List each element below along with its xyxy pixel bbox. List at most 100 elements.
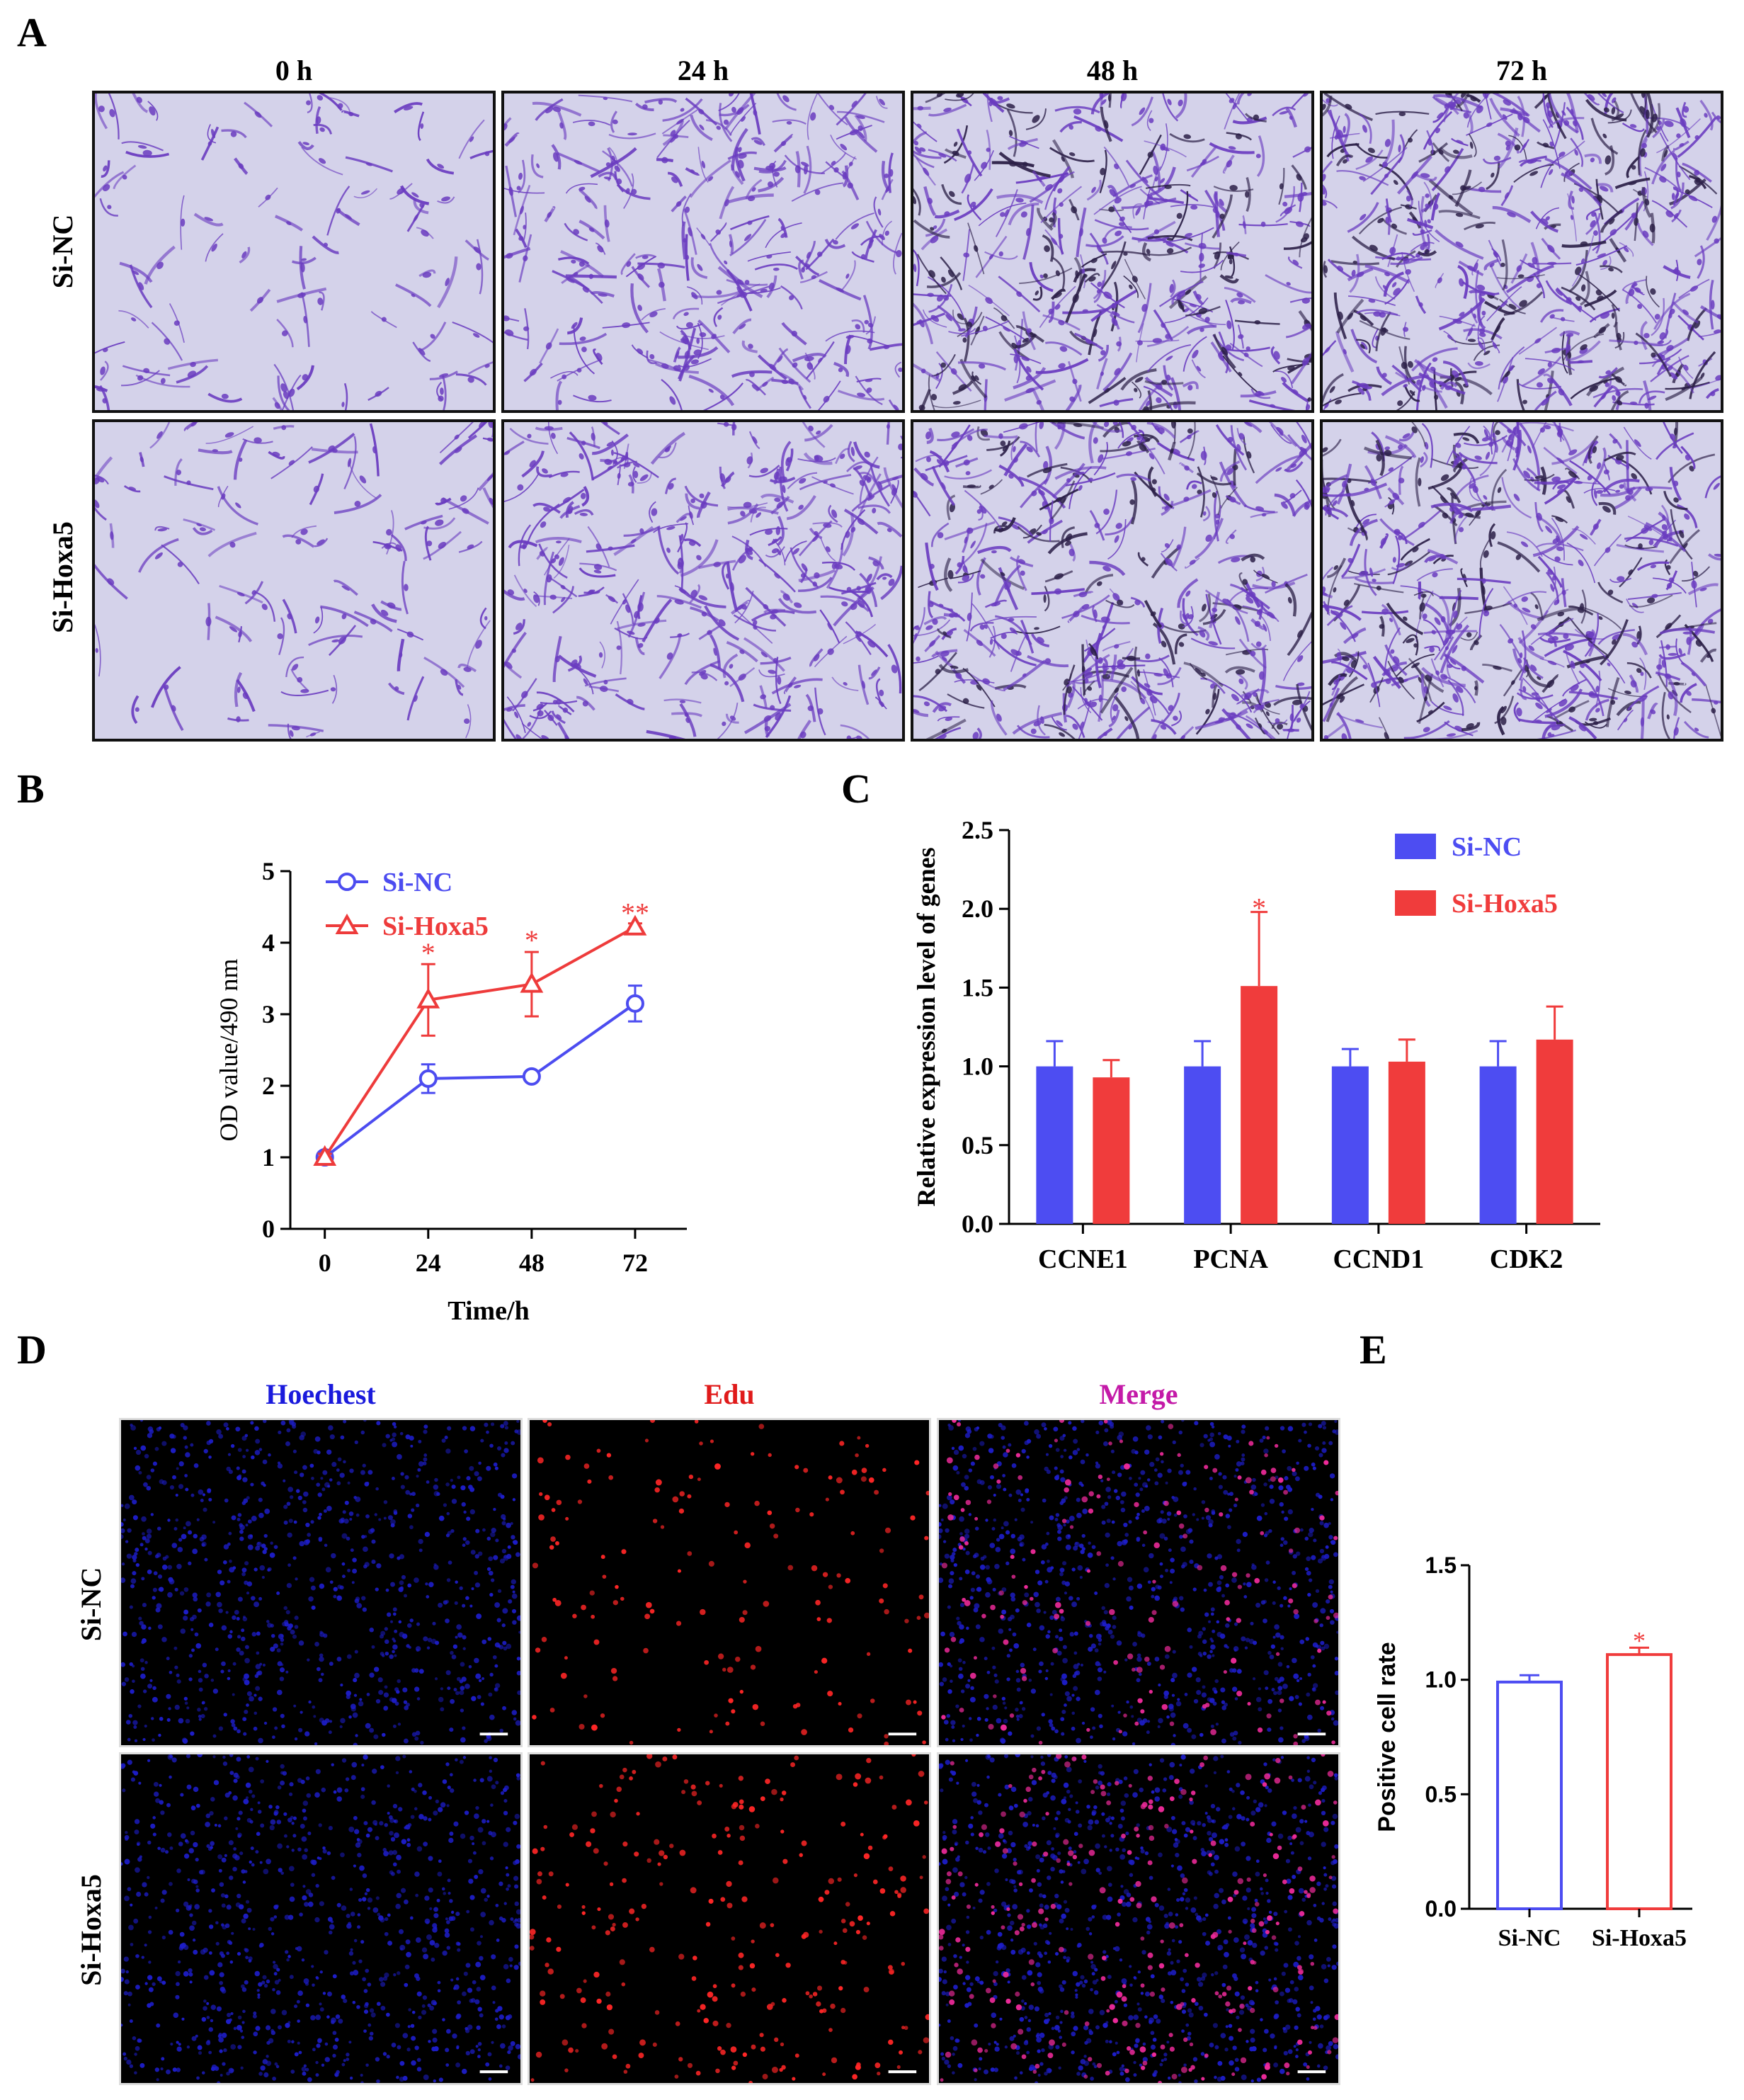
cell-process [1289,705,1294,730]
cell-body [753,140,763,145]
cell-body [1163,494,1170,501]
nucleus [307,1658,310,1662]
cell-body [1581,284,1586,292]
cell-process [1229,342,1263,368]
cell-body [1403,616,1408,621]
nucleus [121,1562,125,1566]
cell-process [1100,106,1112,142]
cell-body [722,721,726,727]
cell-body [1612,438,1618,444]
cell-body [517,484,524,491]
cell-body [731,106,736,113]
cell-process [1086,179,1102,201]
nucleus [179,1591,185,1596]
cell-body [793,602,802,608]
cell-process [1598,501,1617,515]
nucleus [130,1578,137,1584]
cell-process [1609,433,1622,450]
nucleus [236,1466,240,1470]
cell-process [1376,366,1393,385]
cell-body [1668,691,1674,700]
cell-body [489,497,493,505]
cell-body [556,714,562,720]
cell-body [516,186,521,191]
cell-process [1354,583,1404,594]
cell-process [1423,110,1453,150]
cell-process [1420,674,1431,708]
cell-body [576,368,582,373]
nucleus [399,1554,405,1560]
cell-body [1571,108,1574,115]
cell-process [1600,209,1624,233]
cell-process [1323,373,1344,405]
cell-process [308,634,363,647]
cell-process [1631,285,1645,295]
cell-process [944,148,967,159]
cell-body [831,562,838,569]
cell-body [1226,159,1233,168]
cell-body [595,353,603,361]
cell-process [1219,460,1241,482]
nucleus [434,1640,440,1645]
cell-process [646,350,657,365]
nucleus [478,1551,483,1556]
cell-body [625,451,629,461]
cell-body [1398,535,1403,540]
nucleus [189,1617,195,1622]
cell-body [1685,189,1690,195]
cell-process [837,110,885,123]
cell-body [238,163,244,169]
cell-body [384,543,392,550]
cell-process [530,154,544,178]
y-tick-label: 1.5 [962,973,993,1001]
cell-process [670,632,690,638]
cell-body [199,527,206,532]
cell-body [637,623,646,627]
cell-body [1398,444,1403,450]
nucleus [329,1720,333,1723]
cell-process [1219,461,1248,508]
cell-process [1455,93,1470,109]
nucleus [488,1556,494,1562]
cell-process [1586,208,1600,220]
nucleus [348,1715,352,1719]
cell-body [612,460,618,465]
cell-body [1051,237,1058,246]
cell-body [272,451,280,457]
micrograph-background [504,422,902,739]
cell-process [963,629,996,657]
cell-process [1241,688,1270,698]
nucleus [314,1642,319,1647]
cell-process [600,422,620,436]
cell-process [1326,676,1358,722]
nucleus [360,1430,365,1435]
cell-body [527,722,532,727]
cell-process [1610,390,1629,410]
cell-process [1584,153,1602,164]
cell-process [1517,96,1526,137]
cell-process [655,362,699,374]
cell-process [1541,674,1559,693]
cell-process [760,493,794,504]
cell-body [1098,454,1104,463]
nucleus [223,1544,229,1550]
cell-body [506,708,513,712]
cell-process [1102,679,1147,700]
cell-process [934,209,960,219]
cell-process [1246,177,1251,212]
cell-body [1474,686,1478,691]
nucleus [244,1657,250,1664]
nucleus [141,1577,145,1581]
nucleus [494,1664,498,1668]
cell-body [317,95,324,101]
cell-body [1644,198,1650,206]
cell-process [1200,677,1226,694]
cell-body [251,590,256,595]
cell-process [1466,93,1491,128]
cell-body [1406,637,1415,643]
cell-body [617,472,621,479]
cell-body [139,456,144,462]
cell-body [1299,446,1307,455]
cell-process [1179,430,1199,443]
cell-process [1521,356,1562,387]
